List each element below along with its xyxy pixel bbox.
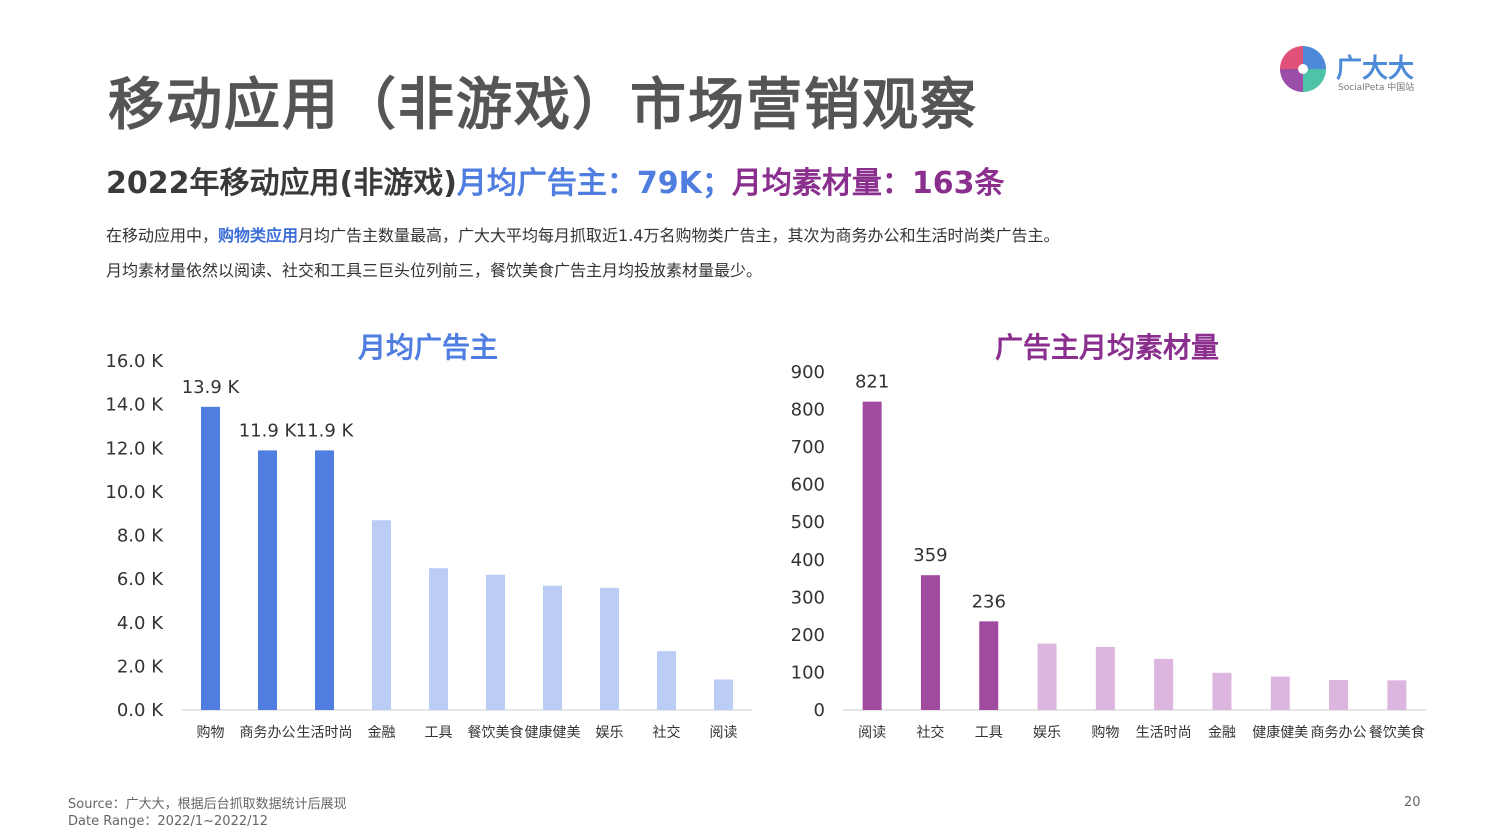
creatives-bar — [1095, 646, 1115, 710]
creatives-category-label: 社交 — [916, 724, 944, 741]
creatives-bar — [1154, 658, 1174, 710]
advertisers-ytick-label: 14.0 K — [105, 395, 164, 416]
advertisers-category-label: 餐饮美食 — [468, 724, 524, 741]
creatives-category-label: 商务办公 — [1311, 725, 1367, 741]
creatives-ytick-label: 800 — [791, 400, 825, 421]
advertisers-ytick-label: 12.0 K — [105, 438, 164, 459]
logo-subtitle: SocialPeta 中国站 — [1338, 83, 1415, 93]
advertisers-category-label: 工具 — [425, 725, 453, 741]
subtitle-advertisers: 月均广告主：79K； — [456, 166, 732, 201]
desc-pre: 在移动应用中， — [106, 226, 219, 245]
advertisers-category-label: 健康健美 — [525, 724, 581, 741]
creatives-category-label: 生活时尚 — [1136, 725, 1192, 741]
subtitle-creatives: 月均素材量：163条 — [731, 166, 1005, 201]
creatives-category-label: 娱乐 — [1033, 725, 1061, 741]
advertisers-data-label: 13.9 K — [182, 377, 241, 398]
advertisers-bar — [543, 585, 562, 710]
creatives-category-label: 健康健美 — [1252, 724, 1308, 741]
creatives-ytick-label: 700 — [791, 437, 825, 458]
creatives-ytick-label: 100 — [791, 662, 825, 683]
advertisers-ytick-label: 6.0 K — [117, 569, 164, 590]
advertisers-category-label: 生活时尚 — [297, 725, 353, 741]
advertisers-bar — [372, 520, 391, 710]
advertisers-ytick-label: 2.0 K — [117, 656, 164, 677]
advertisers-ytick-label: 16.0 K — [105, 351, 164, 372]
creatives-ytick-label: 900 — [791, 362, 825, 383]
advertisers-ytick-label: 10.0 K — [105, 482, 164, 503]
creatives-data-label: 359 — [913, 545, 947, 566]
advertisers-data-label: 11.9 K — [296, 420, 355, 441]
advertisers-category-label: 社交 — [653, 724, 681, 741]
creatives-bar — [920, 575, 940, 710]
source-note: Source：广大大，根据后台抓取数据统计后展现 — [68, 797, 347, 812]
creatives-ytick-label: 500 — [791, 512, 825, 533]
advertisers-bar — [315, 450, 334, 710]
subtitle-year: 2022年移动应用(非游戏) — [106, 166, 457, 201]
page-subtitle: 2022年移动应用(非游戏)月均广告主：79K；月均素材量：163条 — [106, 158, 1005, 202]
creatives-bar — [1387, 680, 1407, 710]
brand-logo: 广大大 SocialPeta 中国站 — [1278, 44, 1428, 96]
chart-creatives: 0 100 200 300 400 500 600 700 800 900 阅读 821 社交 359 工具… — [791, 362, 1426, 741]
desc-post: 月均广告主数量最高，广大大平均每月抓取近1.4万名购物类广告主，其次为商务办公和… — [298, 226, 1060, 245]
advertisers-bar — [657, 651, 676, 710]
advertisers-bar — [201, 406, 220, 710]
advertisers-data-label: 11.9 K — [239, 420, 298, 441]
creatives-bar — [862, 401, 882, 710]
advertisers-category-label: 阅读 — [710, 724, 738, 741]
creatives-ytick-label: 200 — [791, 625, 825, 646]
advertisers-ytick-label: 8.0 K — [117, 526, 164, 547]
advertisers-category-label: 商务办公 — [240, 725, 296, 741]
advertisers-bar — [258, 450, 277, 710]
creatives-data-label: 236 — [972, 591, 1006, 612]
logo-name: 广大大 — [1336, 54, 1415, 84]
creatives-ytick-label: 300 — [791, 587, 825, 608]
advertisers-bar — [486, 574, 505, 710]
creatives-category-label: 金融 — [1208, 725, 1236, 741]
creatives-ytick-label: 600 — [791, 475, 825, 496]
description-line-1: 在移动应用中，购物类应用月均广告主数量最高，广大大平均每月抓取近1.4万名购物类… — [106, 222, 1059, 246]
advertisers-category-label: 购物 — [197, 725, 225, 741]
desc-highlight: 购物类应用 — [218, 226, 299, 245]
advertisers-ytick-label: 0.0 K — [117, 700, 164, 721]
creatives-bar — [1212, 672, 1232, 710]
advertisers-category-label: 娱乐 — [596, 725, 624, 741]
page-title: 移动应用（非游戏）市场营销观察 — [108, 73, 978, 138]
advertisers-bar — [600, 587, 619, 710]
creatives-category-label: 阅读 — [858, 724, 886, 741]
creatives-category-label: 工具 — [975, 725, 1003, 741]
description-line-2: 月均素材量依然以阅读、社交和工具三巨头位列前三，餐饮美食广告主月均投放素材量最少… — [106, 261, 763, 280]
page-number: 20 — [1404, 795, 1421, 810]
advertisers-bar — [714, 679, 733, 710]
chart-2-title: 广告主月均素材量 — [995, 331, 1220, 364]
advertisers-ytick-label: 4.0 K — [117, 613, 164, 634]
logo-mark-icon — [1280, 46, 1326, 92]
creatives-ytick-label: 400 — [791, 550, 825, 571]
advertisers-bar — [429, 568, 448, 710]
date-range-note: Date Range：2022/1~2022/12 — [68, 814, 269, 829]
chart-1-title: 月均广告主 — [358, 331, 499, 364]
creatives-category-label: 餐饮美食 — [1369, 724, 1425, 741]
chart-advertisers: 0.0 K 2.0 K 4.0 K 6.0 K 8.0 K 10.0 K 12.0 K 14.… — [105, 351, 752, 741]
creatives-data-label: 821 — [855, 372, 889, 393]
creatives-bar — [1037, 643, 1057, 710]
creatives-bar — [1329, 679, 1349, 710]
creatives-category-label: 购物 — [1091, 725, 1119, 741]
creatives-bar — [979, 621, 999, 710]
creatives-ytick-label: 0 — [814, 700, 825, 721]
advertisers-category-label: 金融 — [368, 725, 396, 741]
creatives-bar — [1270, 676, 1290, 710]
